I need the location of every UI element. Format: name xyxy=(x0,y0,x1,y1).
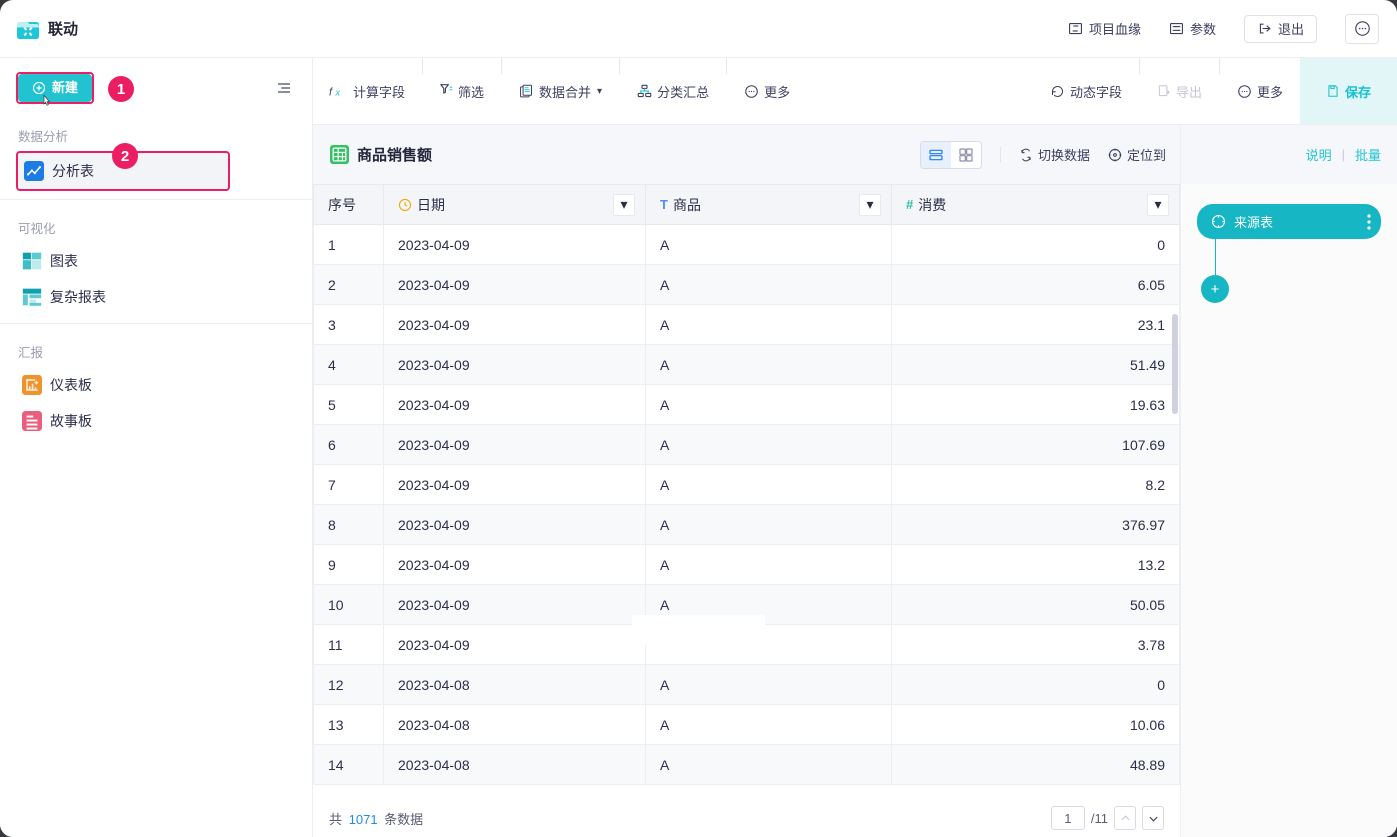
svg-text:f: f xyxy=(329,86,333,98)
svg-text:x: x xyxy=(334,87,341,98)
